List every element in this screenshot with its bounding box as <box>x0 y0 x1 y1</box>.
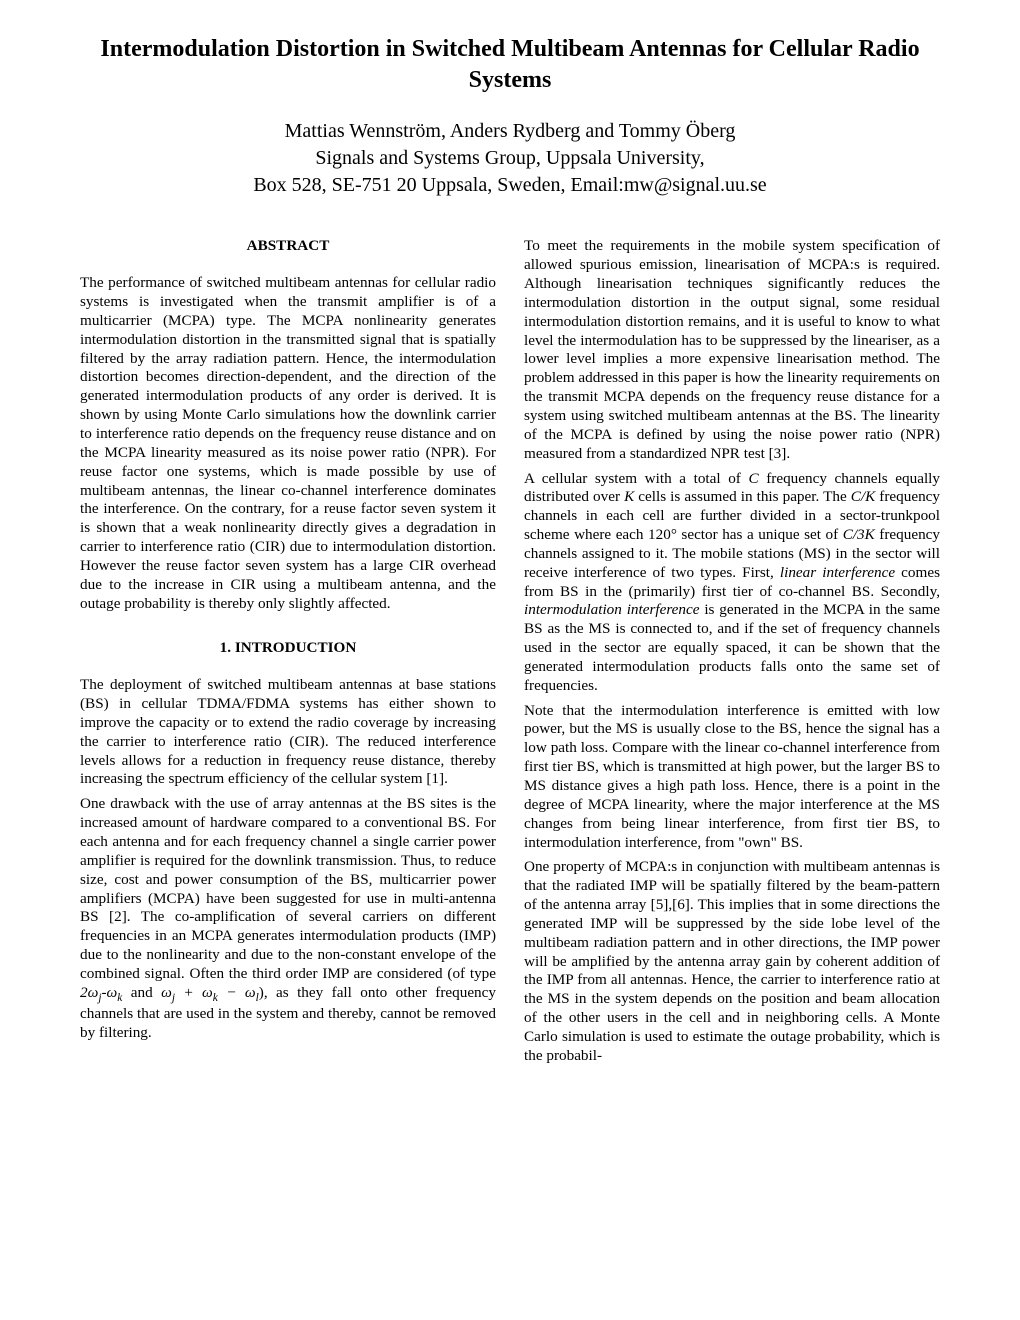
col2-paragraph-4: One property of MCPA:s in conjunction wi… <box>524 858 940 1065</box>
col2-p2c: cells is assumed in this paper. The <box>634 488 851 505</box>
intro-p2b: ), as they fall onto other frequency cha… <box>80 984 496 1041</box>
authors-line-3: Box 528, SE-751 20 Uppsala, Sweden, Emai… <box>253 174 766 196</box>
paper-authors: Mattias Wennström, Anders Rydberg and To… <box>80 118 940 199</box>
section-1-heading: 1. INTRODUCTION <box>80 639 496 658</box>
intro-paragraph-1: The deployment of switched multibeam ant… <box>80 676 496 789</box>
math-C: C <box>748 470 758 487</box>
math-2wj-wk: 2ωj-ωk <box>80 984 122 1001</box>
paper-title: Intermodulation Distortion in Switched M… <box>80 34 940 96</box>
abstract-heading: ABSTRACT <box>80 237 496 256</box>
math-wj-wk-wl: ωj + ωk − ωl <box>161 984 259 1001</box>
intermod-interference-term: intermodulation interference <box>524 601 700 618</box>
col2-paragraph-2: A cellular system with a total of C freq… <box>524 470 940 696</box>
col2-paragraph-3: Note that the intermodulation interferen… <box>524 702 940 853</box>
authors-line-1: Mattias Wennström, Anders Rydberg and To… <box>285 120 736 142</box>
col2-p2a: A cellular system with a total of <box>524 470 748 487</box>
abstract-text: The performance of switched multibeam an… <box>80 274 496 613</box>
math-K: K <box>624 488 634 505</box>
paper-page: Intermodulation Distortion in Switched M… <box>0 0 1020 1320</box>
math-C3K: C/3K <box>843 526 875 543</box>
col2-paragraph-1: To meet the requirements in the mobile s… <box>524 237 940 463</box>
intro-p2a: One drawback with the use of array anten… <box>80 795 496 982</box>
two-column-body: ABSTRACT The performance of switched mul… <box>80 237 940 1065</box>
linear-interference-term: linear interference <box>780 564 895 581</box>
math-CK: C/K <box>851 488 875 505</box>
intro-paragraph-2: One drawback with the use of array anten… <box>80 795 496 1042</box>
authors-line-2: Signals and Systems Group, Uppsala Unive… <box>315 147 704 169</box>
